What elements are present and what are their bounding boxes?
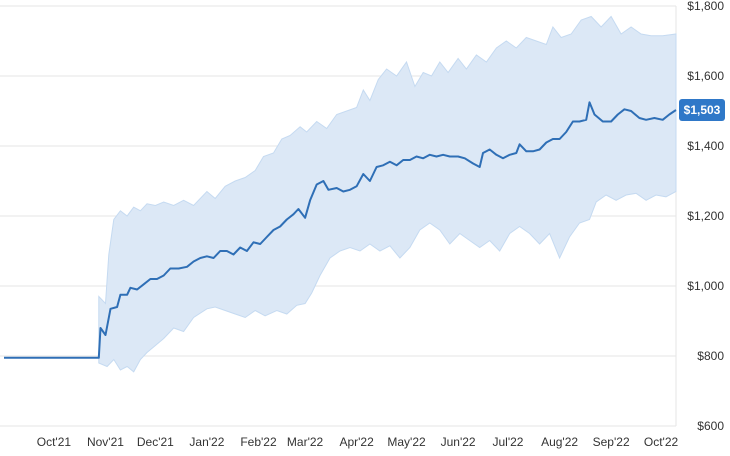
x-tick-label: Oct'22 (644, 435, 679, 449)
x-tick-label: Jun'22 (441, 435, 476, 449)
y-tick-label: $1,400 (687, 139, 724, 153)
x-tick-label: Oct'21 (37, 435, 72, 449)
x-tick-label: Dec'21 (137, 435, 174, 449)
y-tick-label: $1,600 (687, 69, 724, 83)
y-tick-label: $1,800 (687, 0, 724, 13)
x-tick-label: Mar'22 (287, 435, 324, 449)
x-axis-ticks: Oct'21 Nov'21 Dec'21 Jan'22 Feb'22 Mar'22 Apr'… (37, 435, 679, 449)
price-line (4, 101, 677, 359)
x-tick-label: Feb'22 (240, 435, 277, 449)
range-band (98, 15, 677, 373)
x-tick-label: Aug'22 (541, 435, 578, 449)
y-tick-label: $600 (697, 419, 724, 433)
x-tick-label: Apr'22 (339, 435, 374, 449)
x-tick-label: May'22 (387, 435, 426, 449)
x-tick-label: Nov'21 (87, 435, 124, 449)
x-tick-label: Jul'22 (493, 435, 524, 449)
current-value-badge: $1,503 (679, 98, 725, 121)
y-tick-label: $800 (697, 349, 724, 363)
x-tick-label: Sep'22 (593, 435, 630, 449)
current-value-label: $1,503 (684, 103, 721, 117)
y-tick-label: $1,000 (687, 279, 724, 293)
current-value-badge-bg (679, 98, 725, 121)
y-tick-label: $1,200 (687, 209, 724, 223)
y-axis-ticks: $1,800 $1,600 $1,400 $1,200 $1,000 $800 $600 (687, 0, 724, 433)
x-tick-label: Jan'22 (189, 435, 224, 449)
